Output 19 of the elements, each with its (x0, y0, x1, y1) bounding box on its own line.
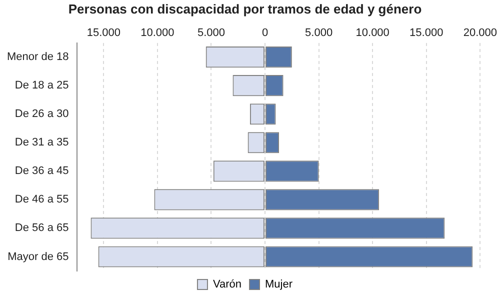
legend-label: Mujer (265, 278, 293, 291)
chart-title: Personas con discapacidad por tramos de edad y género (68, 1, 422, 16)
y-tick-label: De 18 a 25 (14, 80, 69, 92)
x-tick-label: 0 (262, 27, 268, 40)
y-tick-label: De 46 a 55 (14, 194, 69, 206)
x-tick-label: 10.000 (140, 27, 174, 40)
legend-label: Varón (212, 278, 242, 291)
y-tick-label: De 26 a 30 (14, 108, 69, 120)
x-tick-label: 5.000 (197, 27, 225, 40)
y-tick-label: Mayor de 65 (8, 250, 69, 263)
y-tick-label: De 36 a 45 (14, 165, 69, 178)
x-tick-label: 20.000 (463, 27, 498, 40)
y-tick-label: De 31 a 35 (14, 136, 69, 149)
x-tick-label: 10.000 (356, 27, 390, 40)
y-tick-label: De 56 a 65 (14, 222, 69, 234)
x-tick-label: 15.000 (86, 27, 120, 40)
x-tick-label: 5.000 (305, 27, 333, 40)
x-tick-label: 15.000 (410, 27, 444, 40)
y-tick-label: Menor de 18 (6, 51, 69, 64)
